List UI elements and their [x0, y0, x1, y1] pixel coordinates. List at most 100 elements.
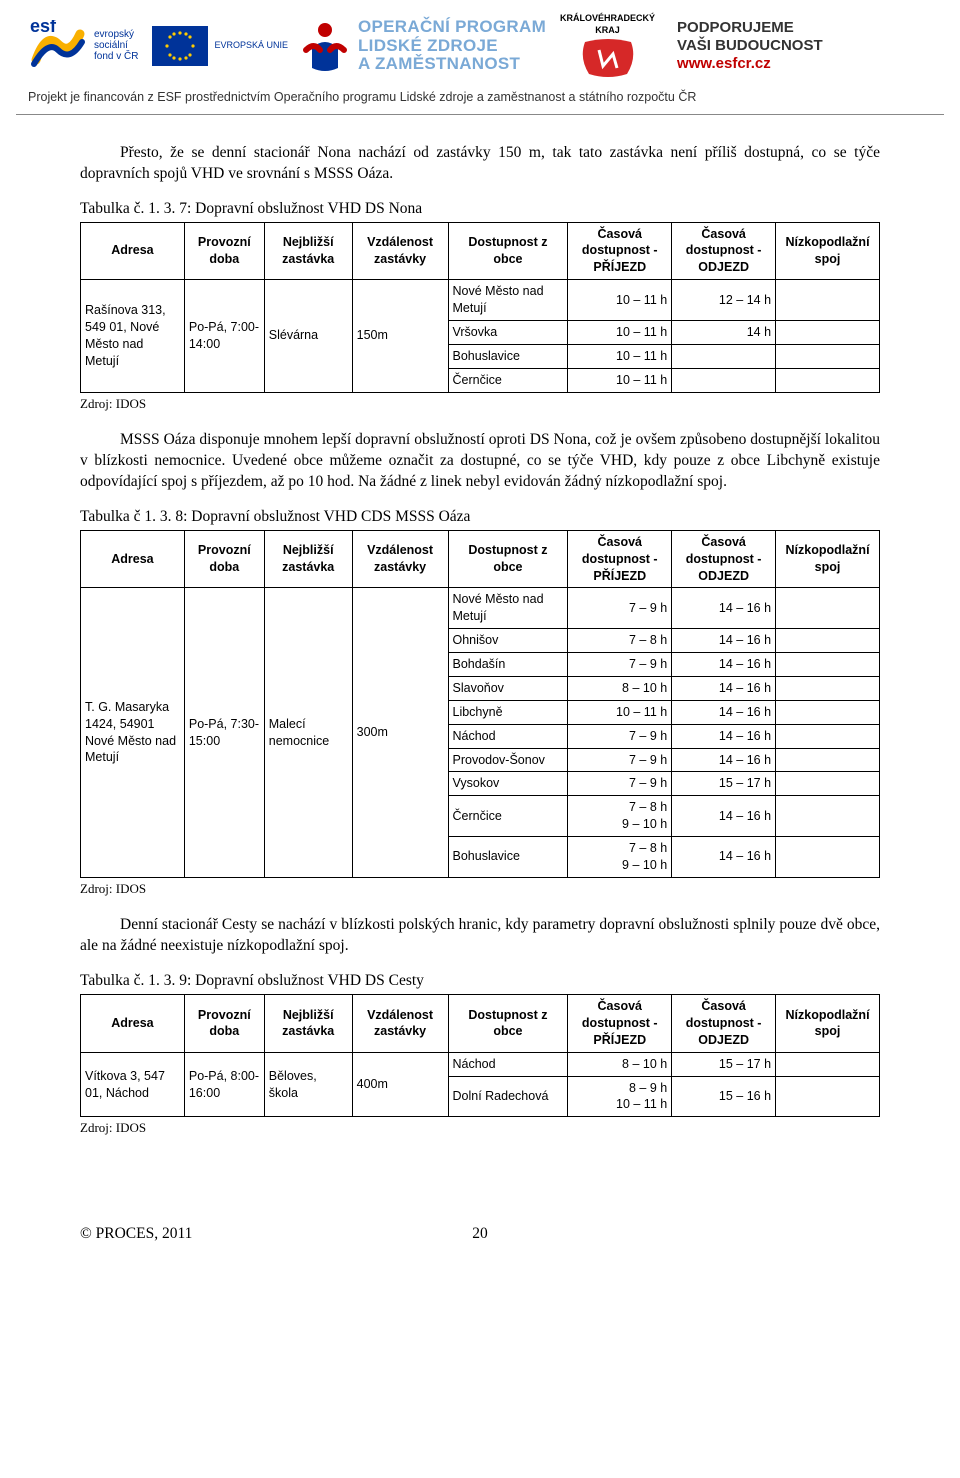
cell-odjezd: 15 – 17 h — [672, 772, 776, 796]
cell-zastavka: Slévárna — [264, 280, 352, 392]
cell-obec: Bohuslavice — [448, 837, 568, 878]
cell-spoj — [776, 653, 880, 677]
cell-prijezd: 10 – 11 h — [568, 320, 672, 344]
cell-prijezd: 8 – 10 h — [568, 676, 672, 700]
eu-flag-icon — [152, 26, 208, 66]
col-header: Provozní doba — [184, 995, 264, 1053]
col-header: Vzdálenost zastávky — [352, 995, 448, 1053]
cell-obec: Bohuslavice — [448, 344, 568, 368]
cell-zastavka: Malecí nemocnice — [264, 588, 352, 877]
col-header: Nejbližší zastávka — [264, 222, 352, 280]
cell-spoj — [776, 629, 880, 653]
table-row: Rašínova 313, 549 01, Nové Město nad Met… — [81, 280, 880, 321]
col-header: Časová dostupnost - PŘÍJEZD — [568, 995, 672, 1053]
col-header: Adresa — [81, 995, 185, 1053]
page-body: Přesto, že se denní stacionář Nona nachá… — [0, 143, 960, 1175]
col-header: Adresa — [81, 530, 185, 588]
paragraph: MSSS Oáza disponuje mnohem lepší dopravn… — [80, 430, 880, 493]
cell-obec: Černčice — [448, 368, 568, 392]
copyright: © PROCES, 2011 — [80, 1225, 192, 1243]
op-logo: OPERAČNÍ PROGRAM LIDSKÉ ZDROJE A ZAMĚSTN… — [302, 18, 546, 74]
cell-doba: Po-Pá, 8:00-16:00 — [184, 1052, 264, 1117]
col-header: Nízkopodlažní spoj — [776, 530, 880, 588]
cell-spoj — [776, 344, 880, 368]
cell-vzdalenost: 300m — [352, 588, 448, 877]
cell-odjezd: 12 – 14 h — [672, 280, 776, 321]
footer: © PROCES, 2011 20 — [0, 1175, 960, 1267]
kraj-line: KRAJ — [595, 26, 620, 36]
esf-line: fond v ČR — [94, 51, 138, 62]
table-header-row: Adresa Provozní doba Nejbližší zastávka … — [81, 995, 880, 1053]
esf-text: evropský sociální fond v ČR — [94, 29, 138, 62]
cell-odjezd: 14 – 16 h — [672, 700, 776, 724]
cell-odjezd: 14 – 16 h — [672, 629, 776, 653]
col-header: Provozní doba — [184, 530, 264, 588]
table-source: Zdroj: IDOS — [80, 1119, 880, 1137]
table-caption: Tabulka č. 1. 3. 9: Dopravní obslužnost … — [80, 971, 880, 992]
table-source: Zdroj: IDOS — [80, 880, 880, 898]
cell-adresa: T. G. Masaryka 1424, 54901 Nové Město na… — [81, 588, 185, 877]
cell-spoj — [776, 1076, 880, 1117]
cell-spoj — [776, 1052, 880, 1076]
page-number: 20 — [80, 1225, 880, 1243]
table-nona: Adresa Provozní doba Nejbližší zastávka … — [80, 222, 880, 393]
col-header: Vzdálenost zastávky — [352, 530, 448, 588]
col-header: Nízkopodlažní spoj — [776, 222, 880, 280]
cell-prijezd: 10 – 11 h — [568, 344, 672, 368]
eu-logo: EVROPSKÁ UNIE — [152, 26, 288, 66]
cell-spoj — [776, 700, 880, 724]
cell-odjezd — [672, 344, 776, 368]
cell-spoj — [776, 837, 880, 878]
cell-obec: Ohnišov — [448, 629, 568, 653]
cell-obec: Vysokov — [448, 772, 568, 796]
cell-obec: Bohdašín — [448, 653, 568, 677]
cell-prijezd: 7 – 9 h — [568, 588, 672, 629]
cell-prijezd: 7 – 9 h — [568, 653, 672, 677]
cell-prijezd: 7 – 9 h — [568, 724, 672, 748]
cell-prijezd: 7 – 8 h9 – 10 h — [568, 837, 672, 878]
cell-spoj — [776, 368, 880, 392]
col-header: Adresa — [81, 222, 185, 280]
esf-line: evropský — [94, 29, 138, 40]
col-header: Časová dostupnost - PŘÍJEZD — [568, 530, 672, 588]
cell-obec: Nové Město nad Metují — [448, 588, 568, 629]
support-line: PODPORUJEME — [677, 19, 823, 37]
cell-odjezd: 15 – 17 h — [672, 1052, 776, 1076]
col-header: Časová dostupnost - PŘÍJEZD — [568, 222, 672, 280]
cell-odjezd — [672, 368, 776, 392]
cell-spoj — [776, 320, 880, 344]
cell-prijezd: 8 – 9 h10 – 11 h — [568, 1076, 672, 1117]
col-header: Vzdálenost zastávky — [352, 222, 448, 280]
cell-odjezd: 14 – 16 h — [672, 676, 776, 700]
cell-spoj — [776, 724, 880, 748]
cell-odjezd: 14 – 16 h — [672, 724, 776, 748]
cell-prijezd: 10 – 11 h — [568, 700, 672, 724]
cell-vzdalenost: 400m — [352, 1052, 448, 1117]
col-header: Nejbližší zastávka — [264, 995, 352, 1053]
cell-spoj — [776, 772, 880, 796]
op-line: OPERAČNÍ PROGRAM — [358, 18, 546, 37]
cell-prijezd: 8 – 10 h — [568, 1052, 672, 1076]
kraj-line: KRÁLOVÉHRADECKÝ — [560, 14, 655, 24]
cell-odjezd: 14 h — [672, 320, 776, 344]
col-header: Dostupnost z obce — [448, 530, 568, 588]
cell-obec: Provodov-Šonov — [448, 748, 568, 772]
col-header: Provozní doba — [184, 222, 264, 280]
esf-line: sociální — [94, 40, 138, 51]
table-header-row: Adresa Provozní doba Nejbližší zastávka … — [81, 530, 880, 588]
cell-spoj — [776, 748, 880, 772]
cell-prijezd: 7 – 8 h — [568, 629, 672, 653]
op-line: A ZAMĚSTNANOST — [358, 55, 546, 74]
cell-odjezd: 14 – 16 h — [672, 588, 776, 629]
cell-odjezd: 14 – 16 h — [672, 653, 776, 677]
support-url: www.esfcr.cz — [677, 55, 823, 73]
col-header: Časová dostupnost - ODJEZD — [672, 530, 776, 588]
op-person-icon — [302, 20, 348, 72]
kraj-logo: KRÁLOVÉHRADECKÝ KRAJ — [560, 14, 655, 78]
support-text: PODPORUJEME VAŠI BUDOUCNOST www.esfcr.cz — [677, 19, 823, 73]
cell-spoj — [776, 280, 880, 321]
cell-obec: Dolní Radechová — [448, 1076, 568, 1117]
cell-obec: Náchod — [448, 1052, 568, 1076]
esf-logo: esf evropský sociální fond v ČR — [28, 20, 138, 72]
cell-odjezd: 14 – 16 h — [672, 837, 776, 878]
